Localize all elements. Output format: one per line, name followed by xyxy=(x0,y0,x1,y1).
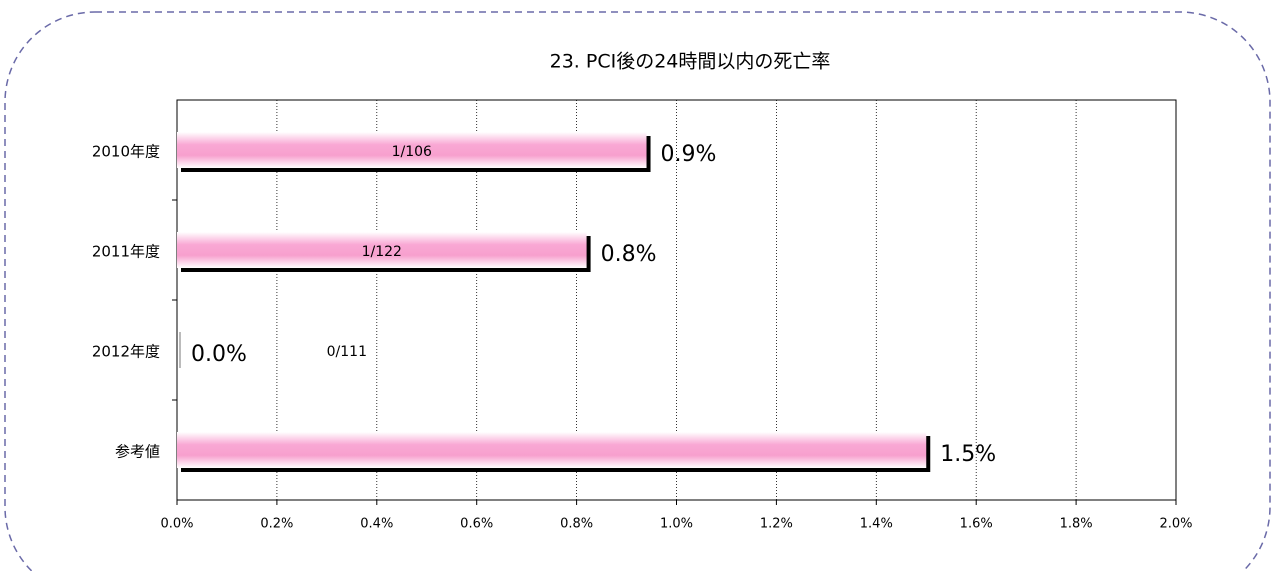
x-tick-label: 0.8% xyxy=(560,517,593,532)
y-tick-label: 2010年度 xyxy=(92,143,160,161)
x-tick-label: 2.0% xyxy=(1159,517,1192,532)
y-tick-label: 参考値 xyxy=(115,443,160,461)
data-label: 0.9% xyxy=(661,142,717,167)
y-tick-label: 2012年度 xyxy=(92,343,160,361)
x-tick-label: 1.6% xyxy=(960,517,993,532)
data-label: 1.5% xyxy=(940,442,996,467)
x-tick-label: 0.4% xyxy=(360,517,393,532)
bar xyxy=(177,232,587,268)
frame xyxy=(4,11,1271,571)
data-label: 0.0% xyxy=(191,342,247,367)
fraction-label: 1/122 xyxy=(362,244,402,260)
axis-ticks xyxy=(172,199,177,401)
x-tick-label: 0.2% xyxy=(260,517,293,532)
bar xyxy=(177,132,647,168)
x-tick-label: 0.0% xyxy=(160,517,193,532)
x-tick-label: 1.2% xyxy=(760,517,793,532)
x-tick-label: 1.8% xyxy=(1060,517,1093,532)
fraction-label: 0/111 xyxy=(327,344,367,360)
y-tick-label: 2011年度 xyxy=(92,243,160,261)
x-tick-label: 1.0% xyxy=(660,517,693,532)
bar xyxy=(177,432,927,468)
x-tick-label: 0.6% xyxy=(460,517,493,532)
data-label: 0.8% xyxy=(601,242,657,267)
chart-title: 23. PCI後の24時間以内の死亡率 xyxy=(550,51,831,73)
x-tick-label: 1.4% xyxy=(860,517,893,532)
fraction-label: 1/106 xyxy=(392,144,432,160)
